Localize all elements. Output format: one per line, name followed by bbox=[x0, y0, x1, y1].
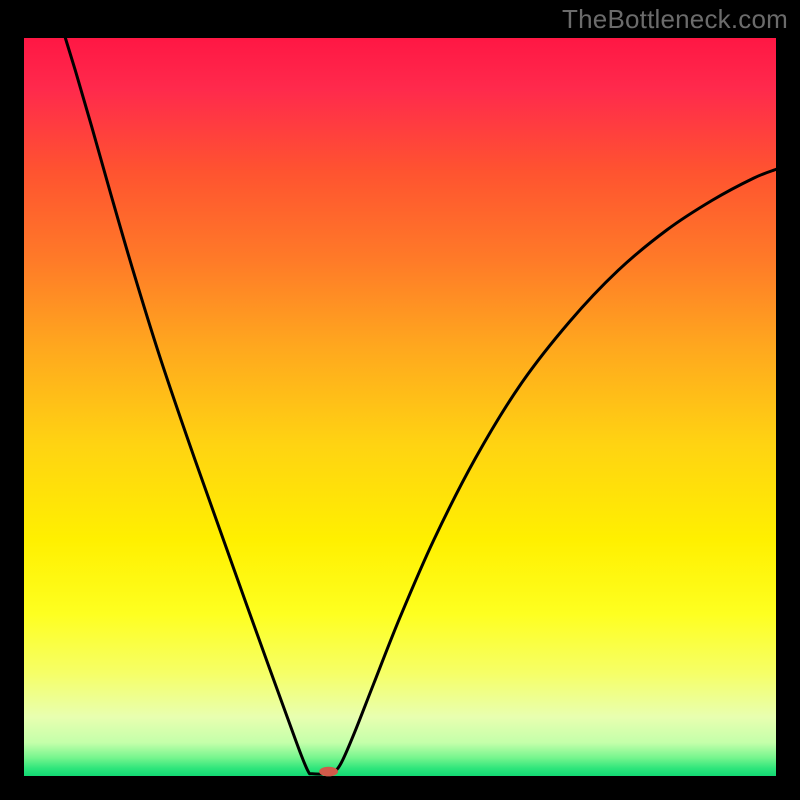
bottleneck-chart bbox=[0, 0, 800, 800]
plot-area bbox=[24, 38, 776, 776]
chart-stage: TheBottleneck.com bbox=[0, 0, 800, 800]
watermark-label: TheBottleneck.com bbox=[562, 4, 788, 35]
optimal-marker bbox=[319, 767, 338, 777]
